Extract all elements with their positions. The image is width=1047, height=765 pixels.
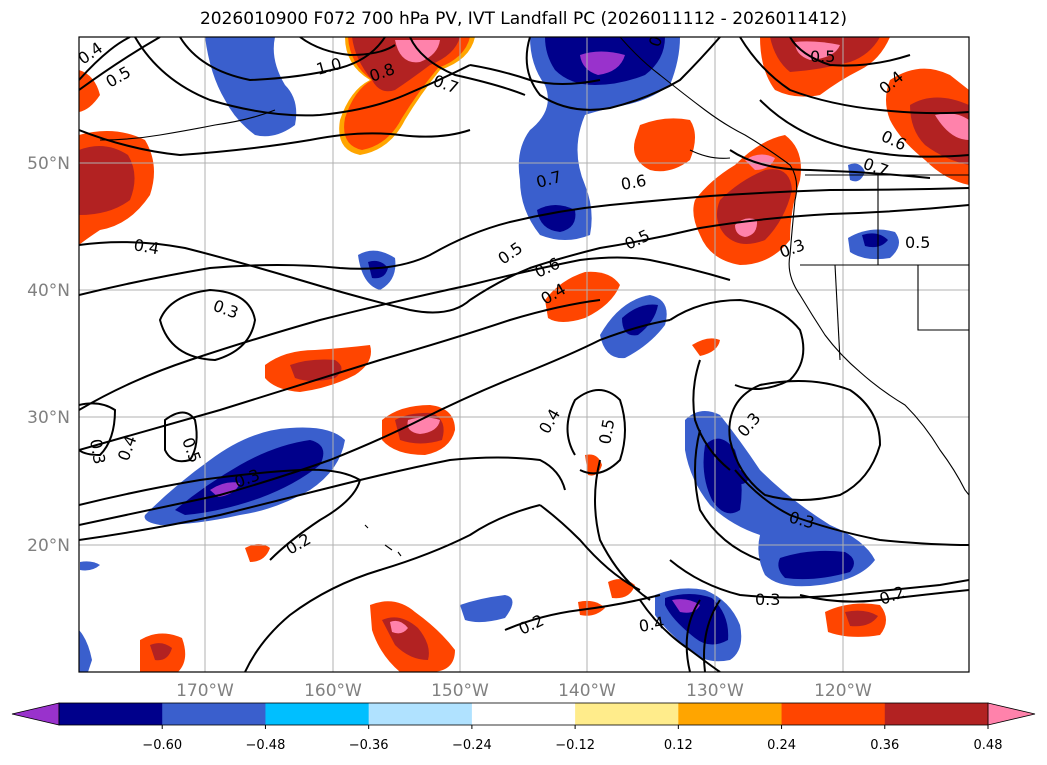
colorbar-tick-label: −0.24 (452, 738, 492, 753)
colorbar-bin (678, 703, 783, 725)
colorbar-extend-high (987, 702, 1036, 726)
colorbar (11, 702, 1036, 726)
svg-text:0.5: 0.5 (905, 233, 930, 252)
colorbar-tick-label: 0.24 (767, 738, 796, 753)
lon-label-140w: 140°W (558, 681, 616, 701)
colorbar-tick-labels: −0.60 −0.48 −0.36 −0.24 −0.12 0.12 0.24 0.36 0.4… (142, 725, 1003, 753)
colorbar-tick-label: 0.36 (870, 738, 899, 753)
positive-anomaly-shading (79, 37, 969, 672)
colorbar-tick-label: 0.48 (974, 738, 1003, 753)
colorbar-bin (884, 703, 989, 725)
lon-label-160w: 160°W (304, 681, 362, 701)
colorbar-bin (265, 703, 370, 725)
pv-contours (79, 37, 969, 672)
coastlines (99, 37, 969, 557)
colorbar-bin (59, 703, 163, 725)
lat-label-40n: 40°N (27, 281, 70, 301)
lat-label-50n: 50°N (27, 154, 70, 174)
lon-label-170w: 170°W (176, 681, 234, 701)
longitude-labels: 170°W 160°W 150°W 140°W 130°W 120°W (176, 681, 872, 701)
colorbar-bin (368, 703, 473, 725)
svg-text:0.6: 0.6 (619, 171, 647, 194)
lon-label-130w: 130°W (686, 681, 744, 701)
lon-label-120w: 120°W (814, 681, 872, 701)
colorbar-tick-label: −0.48 (246, 738, 286, 753)
lon-label-150w: 150°W (431, 681, 489, 701)
svg-text:0.3: 0.3 (755, 590, 780, 609)
lat-label-20n: 20°N (27, 536, 70, 556)
colorbar-tick-label: −0.12 (555, 738, 595, 753)
map-frame (78, 36, 970, 673)
map-title: 2026010900 F072 700 hPa PV, IVT Landfall… (199, 9, 847, 29)
latitude-labels: 50°N 40°N 30°N 20°N (27, 154, 70, 556)
colorbar-bin (162, 703, 266, 725)
svg-text:0.5: 0.5 (595, 417, 618, 445)
lat-label-30n: 30°N (27, 408, 70, 428)
colorbar-bin (575, 703, 679, 725)
gridlines (79, 37, 969, 672)
colorbar-bin (781, 703, 886, 725)
svg-text:0.4: 0.4 (637, 613, 665, 636)
svg-text:0.3: 0.3 (86, 437, 109, 465)
colorbar-tick-label: 0.12 (664, 738, 693, 753)
colorbar-tick-label: −0.36 (349, 738, 389, 753)
svg-text:0.5: 0.5 (810, 47, 835, 66)
svg-text:0.4: 0.4 (132, 235, 160, 258)
colorbar-extend-low (11, 702, 60, 726)
colorbar-tick-label: −0.60 (142, 738, 182, 753)
colorbar-bin (471, 703, 576, 725)
